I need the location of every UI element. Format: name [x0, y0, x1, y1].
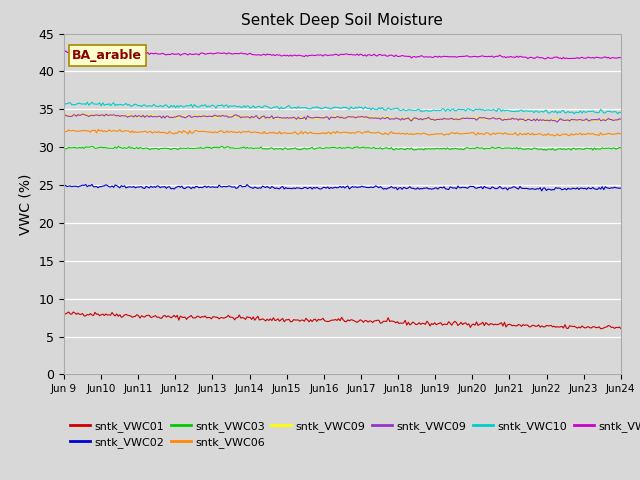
- Title: Sentek Deep Soil Moisture: Sentek Deep Soil Moisture: [241, 13, 444, 28]
- Y-axis label: VWC (%): VWC (%): [19, 173, 33, 235]
- Text: BA_arable: BA_arable: [72, 49, 142, 62]
- Legend: sntk_VWC01, sntk_VWC02, sntk_VWC03, sntk_VWC06, sntk_VWC09, sntk_VWC09, sntk_VWC: sntk_VWC01, sntk_VWC02, sntk_VWC03, sntk…: [70, 421, 640, 448]
